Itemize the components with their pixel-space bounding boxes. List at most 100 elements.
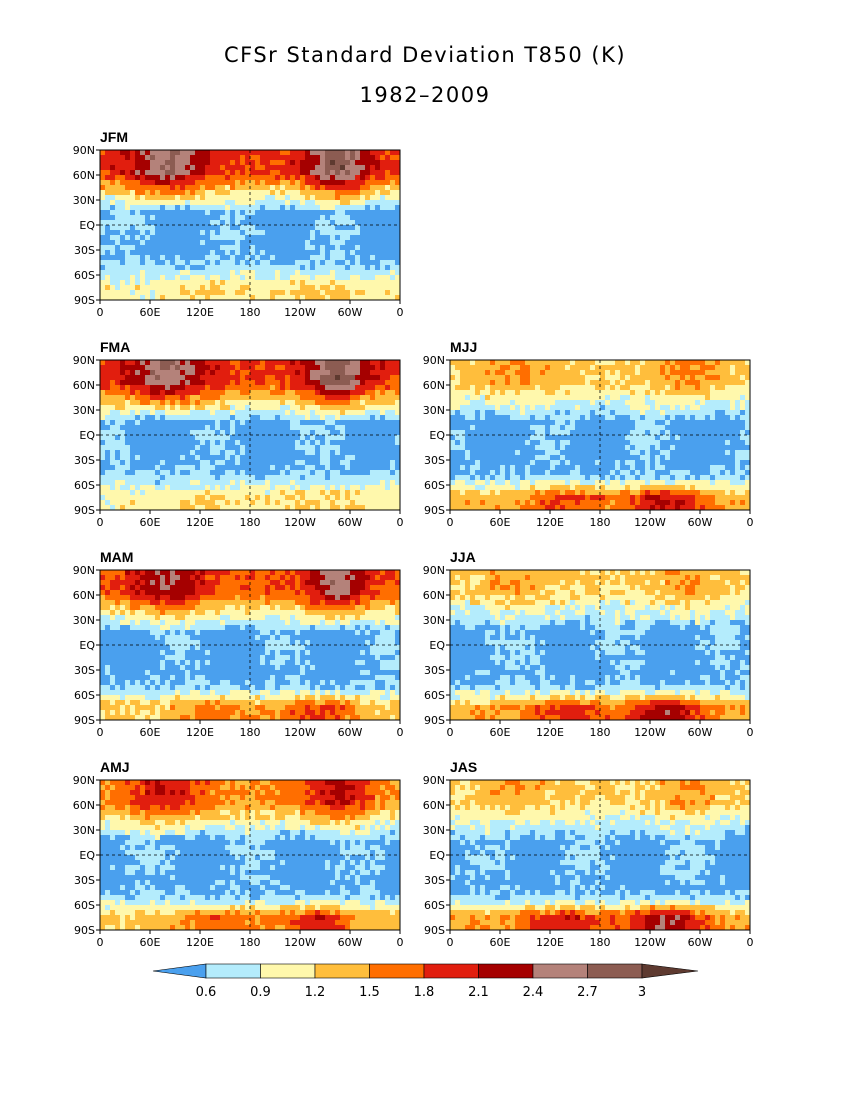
heatmap-cell — [225, 295, 231, 301]
heatmap-cell — [130, 280, 136, 286]
heatmap-cell — [300, 165, 306, 171]
heatmap-cell — [335, 255, 341, 261]
heatmap-cell — [280, 275, 286, 281]
heatmap-cell — [305, 250, 311, 256]
heatmap-cell — [245, 245, 251, 251]
heatmap-cell — [200, 180, 206, 186]
heatmap-cell — [375, 435, 381, 441]
heatmap-cell — [130, 240, 136, 246]
heatmap-cell — [255, 490, 261, 496]
heatmap-cell — [560, 405, 566, 411]
heatmap-cell — [125, 370, 131, 376]
heatmap-cell — [320, 385, 326, 391]
heatmap-cell — [135, 485, 141, 491]
heatmap-cell — [705, 395, 711, 401]
heatmap-cell — [220, 230, 226, 236]
heatmap-cell — [100, 360, 106, 366]
heatmap-cell — [285, 455, 291, 461]
heatmap-cell — [105, 430, 111, 436]
heatmap-cell — [530, 455, 536, 461]
heatmap-cell — [100, 290, 106, 296]
heatmap-cell — [270, 505, 276, 511]
heatmap-cell — [450, 370, 456, 376]
heatmap-cell — [190, 430, 196, 436]
heatmap-cell — [275, 435, 281, 441]
heatmap-cell — [570, 395, 576, 401]
heatmap-cell — [360, 205, 366, 211]
heatmap-cell — [215, 155, 221, 161]
heatmap-cell — [205, 415, 211, 421]
heatmap-cell — [130, 230, 136, 236]
heatmap-cell — [310, 470, 316, 476]
heatmap-cell — [100, 480, 106, 486]
heatmap-cell — [650, 465, 656, 471]
heatmap-cell — [230, 235, 236, 241]
heatmap-cell — [295, 260, 301, 266]
heatmap-cell — [150, 480, 156, 486]
heatmap-cell — [460, 440, 466, 446]
heatmap-cell — [185, 245, 191, 251]
heatmap-cell — [330, 195, 336, 201]
heatmap-cell — [285, 390, 291, 396]
heatmap-cell — [720, 375, 726, 381]
heatmap-cell — [325, 270, 331, 276]
heatmap-cell — [690, 450, 696, 456]
heatmap-cell — [320, 240, 326, 246]
heatmap-cell — [250, 195, 256, 201]
heatmap-cell — [630, 405, 636, 411]
heatmap-cell — [375, 235, 381, 241]
heatmap-cell — [705, 370, 711, 376]
heatmap-cell — [315, 445, 321, 451]
heatmap-cell — [380, 480, 386, 486]
heatmap-cell — [370, 480, 376, 486]
heatmap-cell — [595, 385, 601, 391]
heatmap-cell — [555, 460, 561, 466]
heatmap-cell — [125, 395, 131, 401]
heatmap-cell — [105, 290, 111, 296]
heatmap-cell — [245, 475, 251, 481]
heatmap-cell — [510, 400, 516, 406]
heatmap-cell — [630, 365, 636, 371]
heatmap-cell — [345, 380, 351, 386]
heatmap-cell — [350, 405, 356, 411]
heatmap-cell — [120, 150, 126, 156]
heatmap-cell — [200, 160, 206, 166]
heatmap-cell — [115, 375, 121, 381]
heatmap-cell — [220, 220, 226, 226]
heatmap-cell — [185, 480, 191, 486]
heatmap-cell — [115, 195, 121, 201]
heatmap-cell — [155, 280, 161, 286]
heatmap-cell — [545, 445, 551, 451]
heatmap-cell — [325, 150, 331, 156]
heatmap-cell — [655, 425, 661, 431]
heatmap-cell — [370, 455, 376, 461]
heatmap-cell — [145, 225, 151, 231]
heatmap-cell — [620, 410, 626, 416]
heatmap-cell — [325, 380, 331, 386]
heatmap-cell — [340, 435, 346, 441]
heatmap-cell — [330, 210, 336, 216]
heatmap-cell — [160, 250, 166, 256]
heatmap-cell — [165, 290, 171, 296]
heatmap-cell — [470, 415, 476, 421]
heatmap-cell — [185, 445, 191, 451]
heatmap-cell — [370, 215, 376, 221]
heatmap-cell — [475, 420, 481, 426]
heatmap-cell — [250, 445, 256, 451]
heatmap-cell — [250, 250, 256, 256]
heatmap-cell — [265, 420, 271, 426]
lat-tick-label: 90N — [73, 144, 95, 157]
heatmap-cell — [395, 195, 401, 201]
heatmap-cell — [320, 390, 326, 396]
heatmap-cell — [175, 205, 181, 211]
heatmap-cell — [310, 400, 316, 406]
heatmap-cell — [685, 370, 691, 376]
heatmap-cell — [335, 485, 341, 491]
heatmap-cell — [380, 155, 386, 161]
heatmap-cell — [355, 475, 361, 481]
heatmap-cell — [110, 405, 116, 411]
heatmap-cell — [270, 270, 276, 276]
heatmap-cell — [120, 240, 126, 246]
heatmap-cell — [135, 200, 141, 206]
